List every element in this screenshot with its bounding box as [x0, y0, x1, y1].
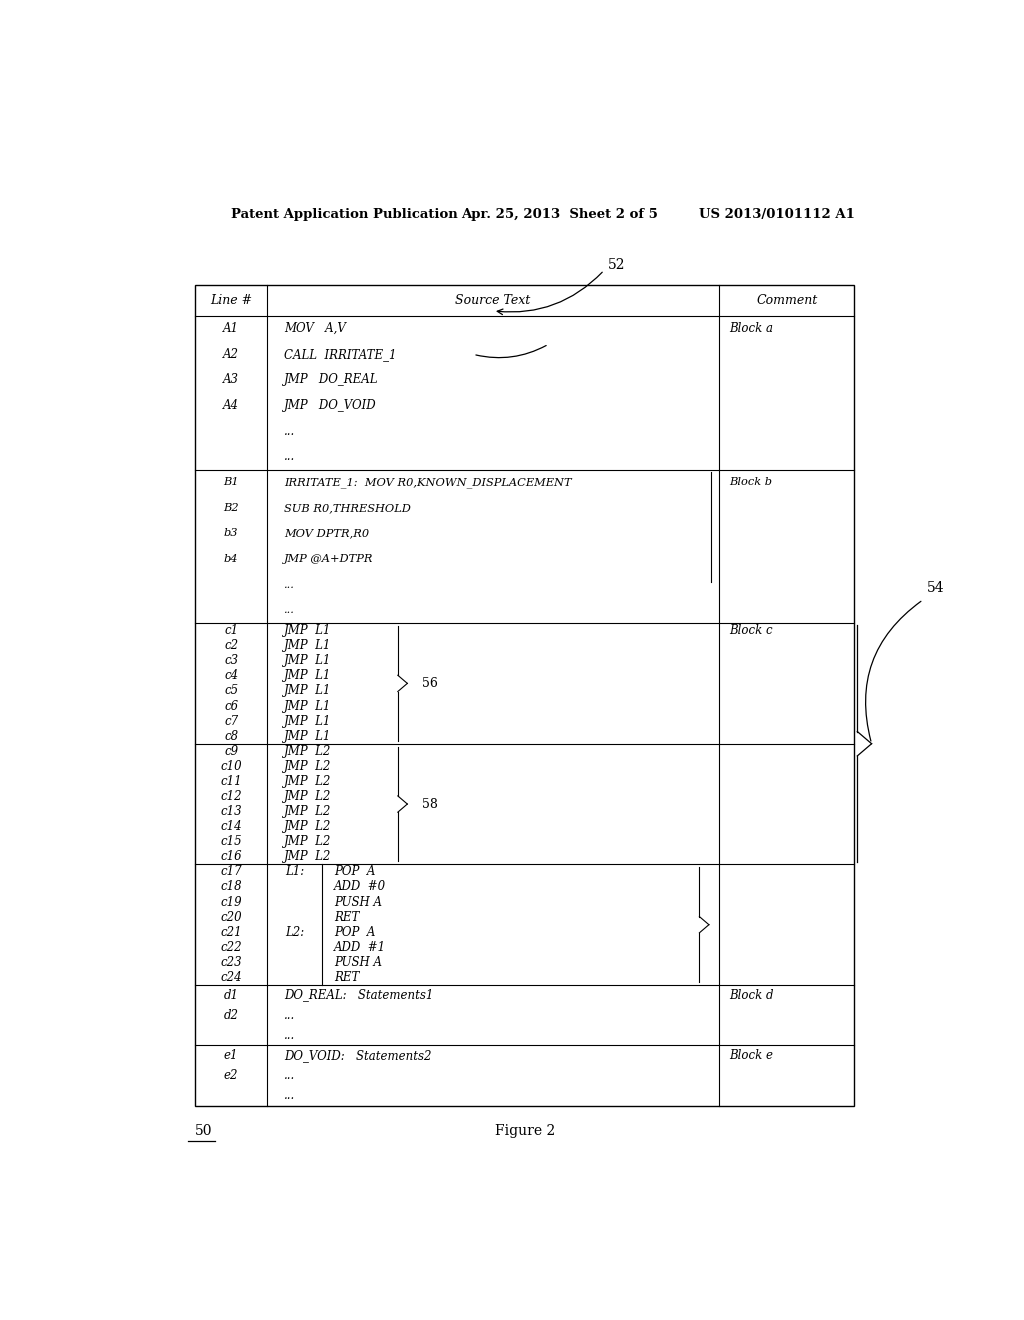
- Text: JMP  L2: JMP L2: [285, 820, 332, 833]
- Text: ADD  #1: ADD #1: [334, 941, 386, 954]
- Text: c15: c15: [220, 836, 242, 849]
- Text: ...: ...: [285, 606, 295, 615]
- Text: PUSH A: PUSH A: [334, 895, 382, 908]
- Text: c10: c10: [220, 760, 242, 772]
- Text: ...: ...: [285, 579, 295, 590]
- Text: ...: ...: [285, 1008, 296, 1022]
- Text: c1: c1: [224, 624, 239, 638]
- Text: c5: c5: [224, 685, 239, 697]
- Text: d2: d2: [223, 1008, 239, 1022]
- Bar: [196, 285, 854, 1106]
- Text: JMP  L2: JMP L2: [285, 744, 332, 758]
- Text: POP  A: POP A: [334, 866, 376, 878]
- Text: c9: c9: [224, 744, 239, 758]
- Text: c19: c19: [220, 895, 242, 908]
- Text: c23: c23: [220, 956, 242, 969]
- Text: Patent Application Publication: Patent Application Publication: [231, 207, 458, 220]
- Text: POP  A: POP A: [334, 925, 376, 939]
- Text: A1: A1: [223, 322, 240, 335]
- Text: Comment: Comment: [756, 294, 817, 308]
- Text: Block d: Block d: [729, 989, 773, 1002]
- Text: b4: b4: [224, 554, 239, 564]
- Text: c11: c11: [220, 775, 242, 788]
- Text: JMP   DO_VOID: JMP DO_VOID: [285, 399, 377, 412]
- Text: JMP @A+DTPR: JMP @A+DTPR: [285, 554, 374, 564]
- Text: PUSH A: PUSH A: [334, 956, 382, 969]
- Text: e1: e1: [224, 1049, 239, 1061]
- Text: Block b: Block b: [729, 478, 772, 487]
- Text: JMP  L2: JMP L2: [285, 805, 332, 818]
- Text: DO_REAL:   Statements1: DO_REAL: Statements1: [285, 989, 434, 1002]
- Text: Block c: Block c: [729, 624, 772, 638]
- Text: ...: ...: [285, 450, 296, 463]
- Text: ...: ...: [285, 425, 296, 438]
- Text: c16: c16: [220, 850, 242, 863]
- Text: MOV   A,V: MOV A,V: [285, 322, 346, 335]
- Text: CALL  IRRITATE_1: CALL IRRITATE_1: [285, 348, 397, 360]
- Text: RET: RET: [334, 911, 359, 924]
- Text: JMP  L1: JMP L1: [285, 669, 332, 682]
- Text: c22: c22: [220, 941, 242, 954]
- Text: JMP  L1: JMP L1: [285, 624, 332, 638]
- Text: L2:: L2:: [285, 925, 304, 939]
- Text: 58: 58: [422, 797, 437, 810]
- Text: c17: c17: [220, 866, 242, 878]
- Text: JMP  L2: JMP L2: [285, 850, 332, 863]
- Text: 52: 52: [608, 259, 626, 272]
- Text: ...: ...: [285, 1069, 296, 1082]
- Text: Source Text: Source Text: [456, 294, 530, 308]
- Text: c13: c13: [220, 805, 242, 818]
- Text: A2: A2: [223, 348, 240, 360]
- Text: 54: 54: [927, 581, 945, 594]
- Text: IRRITATE_1:  MOV R0,KNOWN_DISPLACEMENT: IRRITATE_1: MOV R0,KNOWN_DISPLACEMENT: [285, 477, 572, 487]
- Text: c21: c21: [220, 925, 242, 939]
- Text: B1: B1: [223, 478, 239, 487]
- Text: c2: c2: [224, 639, 239, 652]
- Text: US 2013/0101112 A1: US 2013/0101112 A1: [699, 207, 855, 220]
- Text: e2: e2: [224, 1069, 239, 1082]
- Text: JMP  L1: JMP L1: [285, 639, 332, 652]
- Text: c14: c14: [220, 820, 242, 833]
- Text: 50: 50: [195, 1125, 212, 1138]
- Text: JMP  L1: JMP L1: [285, 655, 332, 668]
- Text: c8: c8: [224, 730, 239, 743]
- Text: Block e: Block e: [729, 1049, 773, 1061]
- Text: c7: c7: [224, 714, 239, 727]
- Text: JMP  L2: JMP L2: [285, 836, 332, 849]
- Text: JMP  L1: JMP L1: [285, 730, 332, 743]
- Text: c6: c6: [224, 700, 239, 713]
- Text: ...: ...: [285, 1028, 296, 1041]
- Text: Figure 2: Figure 2: [495, 1125, 555, 1138]
- Text: c12: c12: [220, 789, 242, 803]
- Text: Apr. 25, 2013  Sheet 2 of 5: Apr. 25, 2013 Sheet 2 of 5: [461, 207, 658, 220]
- Text: A3: A3: [223, 374, 240, 387]
- Text: A4: A4: [223, 399, 240, 412]
- Text: Line #: Line #: [210, 294, 252, 308]
- Text: JMP  L1: JMP L1: [285, 700, 332, 713]
- Text: c3: c3: [224, 655, 239, 668]
- Text: JMP  L2: JMP L2: [285, 789, 332, 803]
- Text: JMP   DO_REAL: JMP DO_REAL: [285, 374, 379, 387]
- Text: c4: c4: [224, 669, 239, 682]
- Text: SUB R0,THRESHOLD: SUB R0,THRESHOLD: [285, 503, 412, 513]
- Text: B2: B2: [223, 503, 239, 513]
- Text: c20: c20: [220, 911, 242, 924]
- Text: JMP  L1: JMP L1: [285, 714, 332, 727]
- Text: b3: b3: [224, 528, 239, 539]
- Text: JMP  L1: JMP L1: [285, 685, 332, 697]
- Text: MOV DPTR,R0: MOV DPTR,R0: [285, 528, 370, 539]
- Text: c24: c24: [220, 972, 242, 983]
- Text: d1: d1: [223, 989, 239, 1002]
- Text: RET: RET: [334, 972, 359, 983]
- Text: JMP  L2: JMP L2: [285, 760, 332, 772]
- Text: 56: 56: [422, 677, 437, 690]
- Text: JMP  L2: JMP L2: [285, 775, 332, 788]
- Text: Block a: Block a: [729, 322, 773, 335]
- Text: c18: c18: [220, 880, 242, 894]
- Text: DO_VOID:   Statements2: DO_VOID: Statements2: [285, 1049, 432, 1061]
- Text: L1:: L1:: [285, 866, 304, 878]
- Text: ADD  #0: ADD #0: [334, 880, 386, 894]
- Text: ...: ...: [285, 1089, 296, 1102]
